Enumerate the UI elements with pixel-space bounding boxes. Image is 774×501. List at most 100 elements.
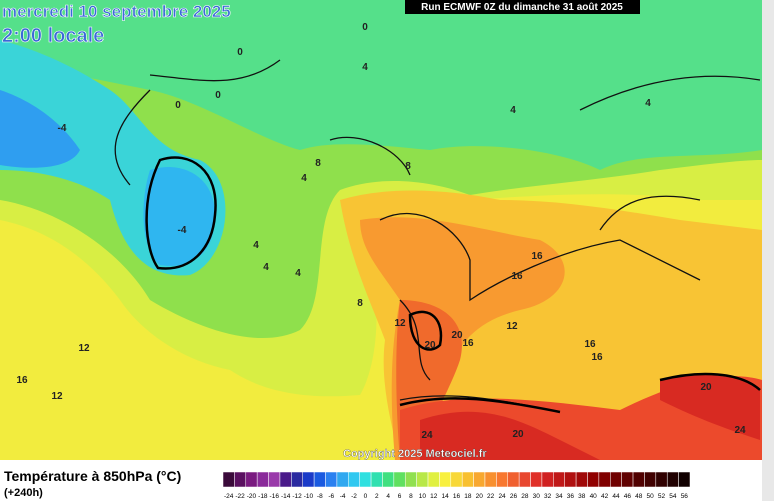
contour-label: 20 bbox=[700, 382, 712, 393]
legend-swatch bbox=[325, 471, 338, 488]
contour-label: 4 bbox=[263, 262, 269, 273]
legend-tick-label: 36 bbox=[567, 493, 575, 500]
contour-label: 8 bbox=[315, 158, 321, 169]
legend-swatch bbox=[666, 471, 679, 488]
legend-tick-label: -8 bbox=[317, 493, 323, 500]
contour-label: -4 bbox=[178, 225, 187, 236]
legend-tick-label: 16 bbox=[453, 493, 461, 500]
legend-tick-label: -24 bbox=[224, 493, 234, 500]
contour-label: 16 bbox=[531, 251, 543, 262]
legend-swatch bbox=[507, 471, 520, 488]
contour-label: -4 bbox=[58, 123, 67, 134]
legend-subtitle: (+240h) bbox=[4, 487, 43, 499]
run-info: Run ECMWF 0Z du dimanche 31 août 2025 bbox=[421, 2, 623, 13]
zone bbox=[143, 167, 215, 266]
contour-label: 4 bbox=[362, 62, 368, 73]
legend-swatch bbox=[245, 471, 258, 488]
legend-tick-label: -12 bbox=[292, 493, 302, 500]
copyright: Copyright 2025 Meteociel.fr bbox=[343, 448, 487, 460]
contour-label: 16 bbox=[591, 352, 603, 363]
legend-swatch bbox=[393, 471, 406, 488]
contour-label: 24 bbox=[734, 425, 746, 436]
contour-label: 12 bbox=[506, 321, 518, 332]
legend-swatch bbox=[404, 471, 417, 488]
legend-tick-label: 8 bbox=[409, 493, 413, 500]
legend-swatch bbox=[632, 471, 645, 488]
legend-swatch bbox=[416, 471, 429, 488]
legend-swatch bbox=[461, 471, 474, 488]
contour-label: 12 bbox=[51, 391, 63, 402]
contour-label: 16 bbox=[462, 338, 474, 349]
legend-swatch bbox=[518, 471, 531, 488]
contour-label: 12 bbox=[78, 343, 90, 354]
legend-tick-label: 44 bbox=[612, 493, 620, 500]
contour-label: 4 bbox=[510, 105, 516, 116]
legend-tick-label: -6 bbox=[328, 493, 334, 500]
legend-swatch bbox=[302, 471, 315, 488]
legend-swatch bbox=[530, 471, 543, 488]
contour-label: 0 bbox=[175, 100, 181, 111]
legend-swatch bbox=[598, 471, 611, 488]
legend-tick-label: -18 bbox=[258, 493, 268, 500]
legend-tick-label: 10 bbox=[419, 493, 427, 500]
legend-swatch bbox=[336, 471, 349, 488]
legend-tick-label: 38 bbox=[578, 493, 586, 500]
legend-swatch bbox=[427, 471, 440, 488]
legend-tick-label: 32 bbox=[544, 493, 552, 500]
legend-tick-label: 12 bbox=[430, 493, 438, 500]
legend-swatch bbox=[359, 471, 372, 488]
zone bbox=[660, 374, 760, 440]
legend-tick-label: 46 bbox=[624, 493, 632, 500]
legend-swatch bbox=[678, 471, 691, 488]
legend-tick-label: 48 bbox=[635, 493, 643, 500]
legend-swatch bbox=[655, 471, 668, 488]
contour-label: 0 bbox=[237, 47, 243, 58]
legend-swatch bbox=[234, 471, 247, 488]
legend-tick-label: 2 bbox=[375, 493, 379, 500]
contour-label: 0 bbox=[215, 90, 221, 101]
legend-swatch bbox=[268, 471, 281, 488]
scroll-edge bbox=[762, 0, 774, 501]
contour-label: 8 bbox=[405, 161, 411, 172]
legend-tick-label: 26 bbox=[510, 493, 518, 500]
legend-swatch bbox=[348, 471, 360, 488]
legend-swatch bbox=[644, 471, 657, 488]
legend-swatch bbox=[484, 471, 497, 488]
legend-tick-label: 0 bbox=[364, 493, 368, 500]
legend-tick-label: 24 bbox=[498, 493, 506, 500]
contour-label: 4 bbox=[295, 268, 301, 279]
legend-swatch bbox=[291, 471, 303, 488]
zone bbox=[0, 90, 80, 168]
contour-label: 0 bbox=[362, 22, 368, 33]
contour-label: 8 bbox=[357, 298, 363, 309]
legend-tick-label: 54 bbox=[669, 493, 677, 500]
contour-label: 12 bbox=[394, 318, 406, 329]
run-box bbox=[405, 0, 640, 14]
zone bbox=[420, 411, 600, 460]
contour-label: 4 bbox=[301, 173, 307, 184]
legend-tick-label: 52 bbox=[658, 493, 666, 500]
legend-swatch bbox=[313, 471, 326, 488]
legend-swatch bbox=[541, 471, 554, 488]
legend-tick-label: -10 bbox=[304, 493, 314, 500]
contour-label: 20 bbox=[424, 340, 436, 351]
contour-line bbox=[145, 156, 761, 414]
legend-swatch bbox=[222, 471, 235, 488]
contour-label: 4 bbox=[253, 240, 259, 251]
legend-swatch bbox=[256, 471, 269, 488]
contour-label: 16 bbox=[16, 375, 28, 386]
legend-swatch bbox=[553, 471, 565, 488]
contour-label: 16 bbox=[511, 271, 523, 282]
legend-swatch bbox=[564, 471, 577, 488]
legend-tick-label: 50 bbox=[647, 493, 655, 500]
legend-swatch bbox=[473, 471, 486, 488]
legend-tick-label: -16 bbox=[270, 493, 280, 500]
legend-tick-label: 30 bbox=[533, 493, 541, 500]
contour-label: 24 bbox=[421, 430, 433, 441]
legend-swatch bbox=[450, 471, 463, 488]
zone bbox=[0, 0, 762, 170]
legend-swatch bbox=[279, 471, 292, 488]
legend-tick-label: 6 bbox=[398, 493, 402, 500]
